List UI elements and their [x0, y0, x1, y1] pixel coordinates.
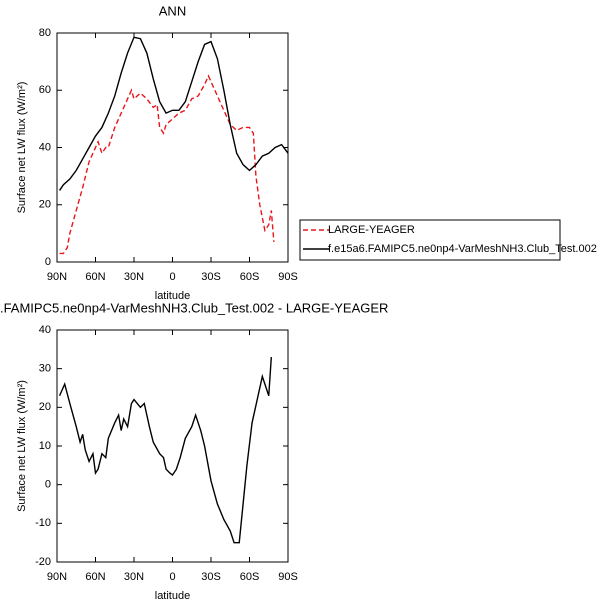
legend-label: f.e15a6.FAMIPC5.ne0np4-VarMeshNH3.Club_T… — [328, 243, 597, 255]
x-tick-label: 90N — [47, 571, 67, 583]
legend-box — [299, 219, 561, 261]
data-line — [58, 357, 273, 544]
chart-title: f.e15a6.FAMIPC5.ne0np4-VarMeshNH3.Club_T… — [0, 300, 388, 315]
x-tick-label: 0 — [169, 271, 175, 283]
plot-frame — [56, 32, 289, 263]
y-axis-label: Surface net LW flux (W/m²) — [16, 380, 28, 512]
plot-frame — [56, 329, 289, 563]
data-line — [58, 36, 289, 191]
data-line — [59, 74, 275, 255]
legend-label: LARGE-YEAGER — [328, 224, 415, 236]
y-tick-label: 60 — [39, 84, 51, 96]
x-tick-label: 30N — [124, 271, 144, 283]
y-tick-label: 20 — [39, 199, 51, 211]
y-tick-label: 40 — [39, 324, 51, 336]
y-tick-label: -10 — [35, 517, 51, 529]
x-tick-label: 30N — [124, 571, 144, 583]
x-axis-label: latitude — [155, 590, 190, 602]
x-tick-label: 30S — [201, 271, 221, 283]
x-tick-label: 60N — [85, 271, 105, 283]
y-tick-label: 30 — [39, 363, 51, 375]
x-tick-label: 60S — [240, 271, 260, 283]
y-tick-label: 40 — [39, 141, 51, 153]
chart-title: ANN — [159, 3, 186, 18]
x-tick-label: 30S — [201, 571, 221, 583]
x-tick-label: 60N — [85, 571, 105, 583]
x-tick-label: 90S — [278, 271, 298, 283]
y-tick-label: -20 — [35, 556, 51, 568]
y-tick-label: 0 — [45, 479, 51, 491]
y-tick-label: 20 — [39, 401, 51, 413]
x-tick-label: 0 — [169, 571, 175, 583]
x-axis-label: latitude — [155, 290, 190, 302]
y-axis-label: Surface net LW flux (W/m²) — [16, 82, 28, 214]
x-tick-label: 90S — [278, 571, 298, 583]
y-tick-label: 10 — [39, 440, 51, 452]
y-tick-label: 80 — [39, 27, 51, 39]
x-tick-label: 90N — [47, 271, 67, 283]
x-tick-label: 60S — [240, 571, 260, 583]
y-tick-label: 0 — [45, 256, 51, 268]
